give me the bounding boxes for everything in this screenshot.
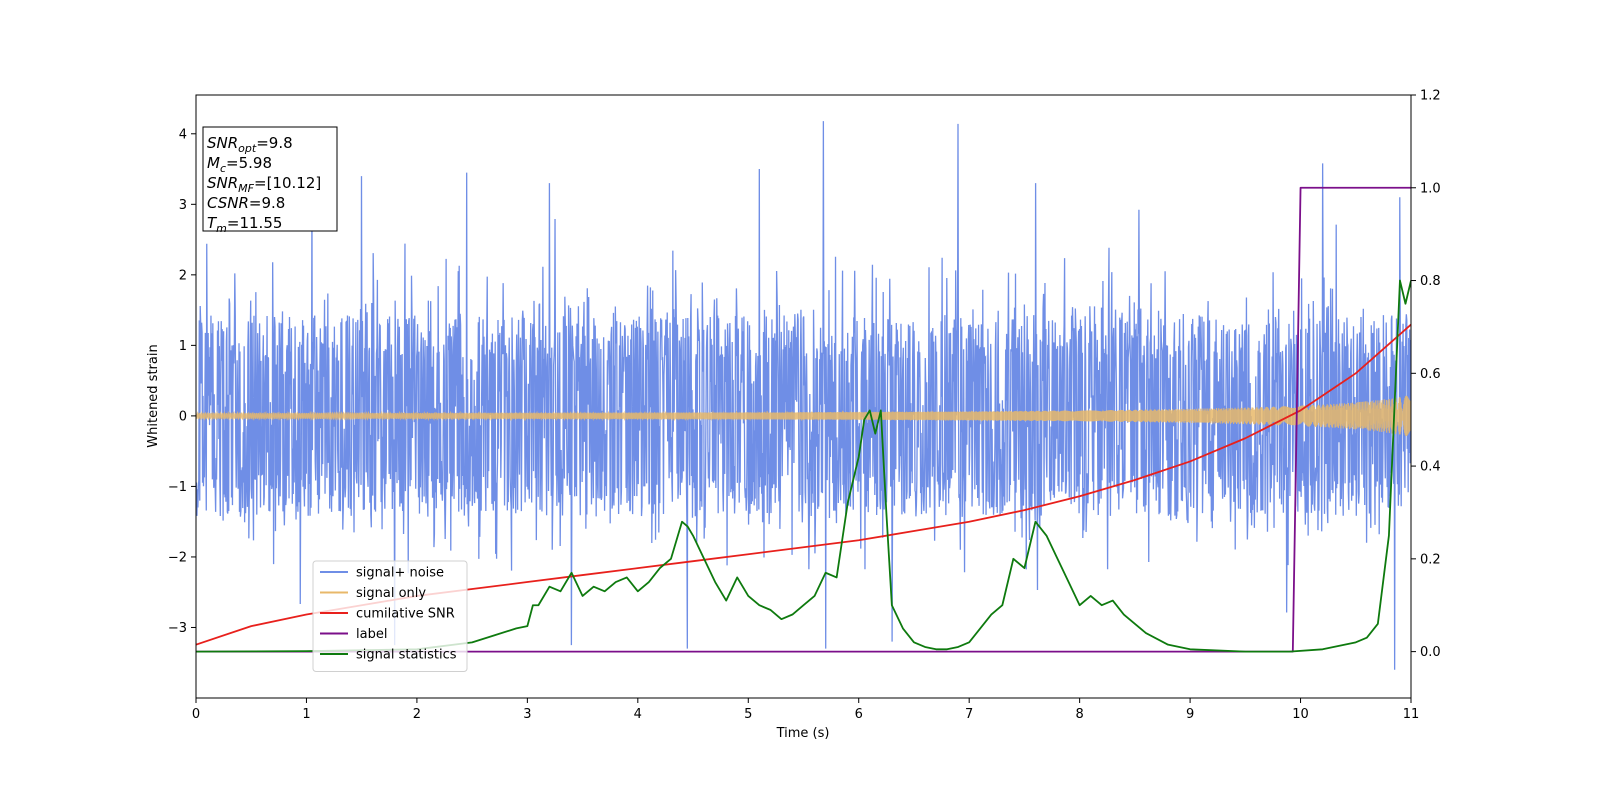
info-line: Mc=5.98	[207, 154, 272, 175]
info-line-subscript: m	[216, 222, 227, 235]
x-axis: 0 1 2 3 4 5 6 7 8 9 10 11	[192, 698, 1419, 722]
y-tick-label-right: 0.4	[1420, 460, 1441, 475]
info-annotation-box: SNRopt=9.8Mc=5.98SNRMF=[10.12]CSNR=9.8Tm…	[202, 126, 338, 235]
info-line-subscript: MF	[238, 182, 254, 195]
y-tick-label-left: 0	[179, 409, 187, 424]
x-tick-label: 2	[413, 707, 421, 722]
legend-entry: label	[320, 627, 387, 642]
x-axis-label: Time (s)	[776, 726, 830, 741]
x-tick-label: 11	[1403, 707, 1420, 722]
x-tick-label: 6	[855, 707, 863, 722]
y-tick-label-left: 1	[179, 339, 187, 354]
legend-entry: signal only	[320, 586, 426, 601]
info-line-subscript: opt	[238, 142, 257, 155]
y-tick-label-right: 0.6	[1420, 367, 1441, 382]
plot-frame	[195, 94, 1412, 699]
x-tick-label: 8	[1075, 707, 1083, 722]
series-label-line	[196, 186, 1411, 653]
legend-entry: signal statistics	[320, 648, 457, 663]
info-line: CSNR=9.8	[207, 194, 285, 212]
info-line-symbol: M	[207, 154, 220, 172]
info-line-subscript: c	[220, 162, 226, 175]
y-tick-label-left: 2	[179, 268, 187, 283]
legend-label: cumilative SNR	[356, 607, 455, 622]
x-tick-label: 5	[744, 707, 752, 722]
info-line-value: =11.55	[227, 214, 283, 232]
legend-entry: cumilative SNR	[320, 607, 455, 622]
info-line-symbol: T	[207, 214, 218, 232]
legend: signal+ noise signal only cumilative SNR la…	[312, 560, 468, 672]
info-line-symbol: SNR	[207, 134, 238, 152]
series-signal-noise-line	[196, 121, 1411, 670]
info-box-frame	[202, 126, 338, 232]
y-tick-label-right: 0.2	[1420, 552, 1441, 567]
info-line-symbol: CSNR	[207, 194, 249, 212]
info-line: SNRopt=9.8	[207, 134, 293, 155]
x-tick-label: 10	[1292, 707, 1309, 722]
info-line-value: =5.98	[226, 154, 272, 172]
x-tick-label: 3	[523, 707, 531, 722]
x-tick-label: 1	[302, 707, 310, 722]
x-tick-label: 0	[192, 707, 200, 722]
y-axis-label: Whitened strain	[146, 344, 161, 447]
y-tick-label-left: −3	[168, 621, 187, 636]
y-tick-label-left: −1	[168, 480, 187, 495]
x-tick-label: 4	[634, 707, 642, 722]
y-tick-label-right: 1.0	[1420, 181, 1441, 196]
y-tick-label-right: 0.8	[1420, 274, 1441, 289]
info-line-value: =9.8	[249, 194, 285, 212]
x-tick-label: 9	[1186, 707, 1194, 722]
series-signal-statistics-line	[196, 279, 1411, 653]
y-axis-left: −3 −2 −1 0 1 2 3 4	[168, 127, 196, 636]
y-axis-right: 0.0 0.2 0.4 0.6 0.8 1.0 1.2	[1411, 89, 1441, 660]
y-tick-label-left: 4	[179, 127, 187, 142]
y-tick-label-left: 3	[179, 198, 187, 213]
info-line: SNRMF=[10.12]	[207, 174, 321, 195]
legend-entry: signal+ noise	[320, 566, 444, 581]
y-tick-label-right: 0.0	[1420, 645, 1441, 660]
y-tick-label-right: 1.2	[1420, 89, 1441, 104]
y-tick-label-left: −2	[168, 550, 187, 565]
legend-label: signal only	[356, 586, 426, 601]
info-line-symbol: SNR	[207, 174, 238, 192]
legend-label: label	[356, 627, 387, 642]
legend-label: signal statistics	[356, 648, 457, 663]
info-line-value: =9.8	[256, 134, 292, 152]
series-signal-only-line	[196, 395, 1411, 437]
x-tick-label: 7	[965, 707, 973, 722]
info-line-value: =[10.12]	[254, 174, 321, 192]
legend-frame	[312, 560, 468, 672]
legend-label: signal+ noise	[356, 566, 444, 581]
info-line: Tm=11.55	[207, 214, 282, 235]
